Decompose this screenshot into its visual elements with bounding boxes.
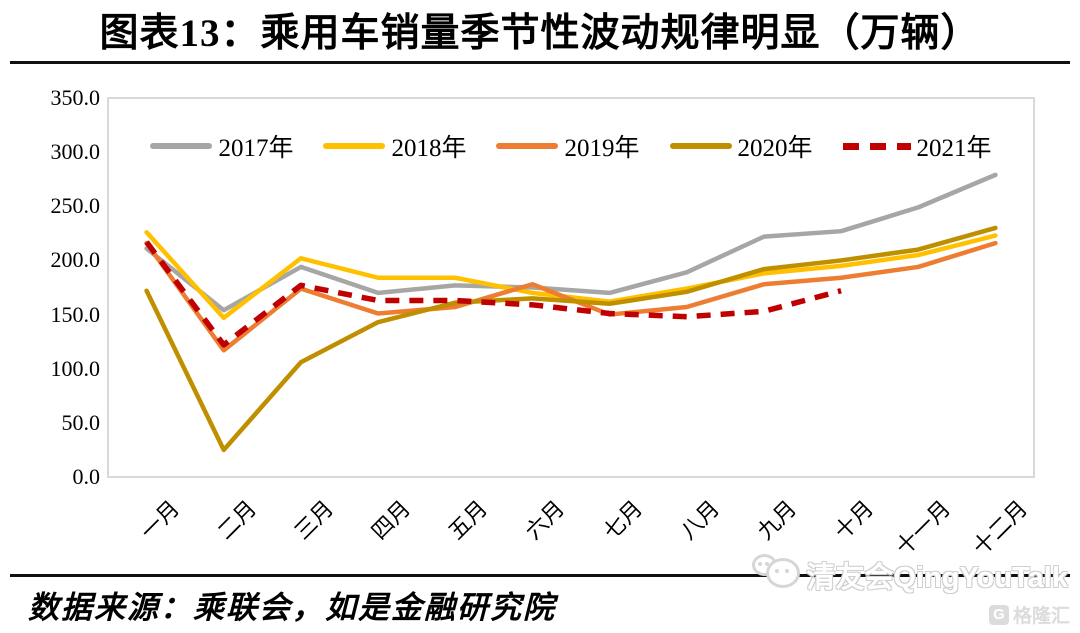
legend-swatch-icon <box>669 143 732 149</box>
legend-label: 2021年 <box>916 135 992 162</box>
y-tick-label: 100.0 <box>50 355 101 381</box>
legend-swatch-icon <box>150 143 213 149</box>
y-tick-label: 200.0 <box>50 247 101 273</box>
chart-legend: 2017年 2018年 2019年 2020年 2021年 <box>108 128 1034 164</box>
y-tick-label: 300.0 <box>50 139 101 165</box>
legend-item-2018年: 2018年 <box>323 128 466 164</box>
legend-item-2021年: 2021年 <box>842 128 992 164</box>
bubble-dot <box>765 562 770 566</box>
y-tick-label: 350.0 <box>50 85 101 110</box>
y-tick-label: 150.0 <box>50 301 101 327</box>
gelonghui-logo: G 格隆汇 <box>988 601 1070 628</box>
legend-label: 2017年 <box>218 135 294 162</box>
wechat-bubbles-icon <box>750 552 802 598</box>
y-tick-label: 0.0 <box>72 464 101 489</box>
watermark-text: 清友会QingYouTalk <box>806 562 1068 594</box>
legend-swatch-icon <box>842 142 911 150</box>
bubble-dot <box>775 569 780 573</box>
data-source-note: 数据来源：乘联会，如是金融研究院 <box>28 590 556 625</box>
watermark: 清友会QingYouTalk <box>750 552 1068 598</box>
big-bubble <box>766 558 801 588</box>
series-line-2017年 <box>144 172 998 313</box>
legend-swatch-icon <box>323 143 386 149</box>
legend-label: 2018年 <box>391 135 467 162</box>
top-divider <box>10 61 1070 64</box>
series-line-2021年 <box>144 240 842 348</box>
page-title: 图表13：乘用车销量季节性波动规律明显（万辆） <box>99 12 981 55</box>
legend-item-2020年: 2020年 <box>669 128 813 164</box>
gelonghui-logo-text: 格隆汇 <box>1012 606 1070 627</box>
legend-label: 2020年 <box>737 135 813 162</box>
legend-item-2019年: 2019年 <box>496 128 640 164</box>
legend-item-2017年: 2017年 <box>150 128 293 164</box>
bottom-divider <box>10 574 1070 577</box>
bubble-dot <box>758 562 763 566</box>
legend-swatch-icon <box>496 143 559 149</box>
legend-label: 2019年 <box>564 135 640 162</box>
y-tick-label: 50.0 <box>61 409 101 435</box>
gelonghui-logo-icon: G <box>988 604 1009 625</box>
series-line-2020年 <box>144 225 998 453</box>
plot-border <box>107 97 1035 478</box>
y-tick-label: 250.0 <box>50 193 101 219</box>
bubble-dot <box>785 569 790 573</box>
